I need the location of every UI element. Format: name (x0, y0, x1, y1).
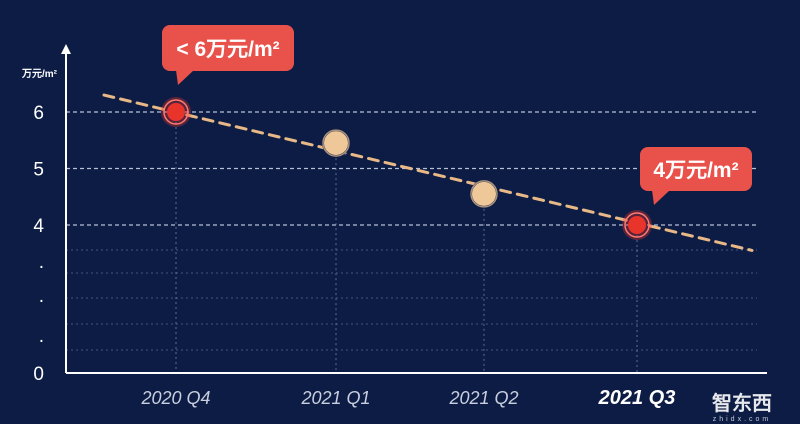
watermark-logo: 智东西 zhidx.com (712, 391, 772, 423)
data-point (326, 133, 346, 154)
callout-box: 4万元/m² (640, 147, 752, 205)
y-tick-label: . (39, 326, 44, 347)
callout-text: < 6万元/m² (176, 38, 279, 61)
y-tick-label: 0 (33, 364, 44, 385)
data-point (167, 103, 185, 121)
y-unit-label: 万元/m² (21, 68, 58, 80)
y-tick-label: . (39, 252, 44, 273)
y-tick-label: 6 (33, 103, 44, 124)
watermark-subtext: zhidx.com (713, 416, 772, 423)
x-tick-label: 2021 Q2 (448, 388, 518, 408)
y-axis-arrow (61, 44, 71, 54)
data-point (628, 216, 646, 234)
data-point-ring (322, 129, 350, 157)
callout-tail (176, 70, 194, 85)
data-point (474, 183, 494, 204)
x-tick-label: 2021 Q3 (598, 387, 676, 409)
callout-rect (640, 147, 752, 191)
watermark-text: 智东西 (712, 391, 772, 415)
x-tick-label: 2021 Q1 (300, 388, 370, 408)
callout-tail (652, 190, 670, 205)
y-tick-label: . (39, 286, 44, 307)
x-tick-label: 2020 Q4 (140, 388, 210, 408)
callout-text: 4万元/m² (653, 159, 738, 182)
callout-box: < 6万元/m² (162, 25, 294, 85)
y-tick-label: 4 (33, 216, 44, 237)
y-tick-label: 5 (33, 160, 44, 181)
callout-rect (162, 25, 294, 71)
data-point-ring (470, 180, 498, 208)
data-point-ring (163, 99, 189, 125)
data-point-ring (624, 212, 650, 238)
